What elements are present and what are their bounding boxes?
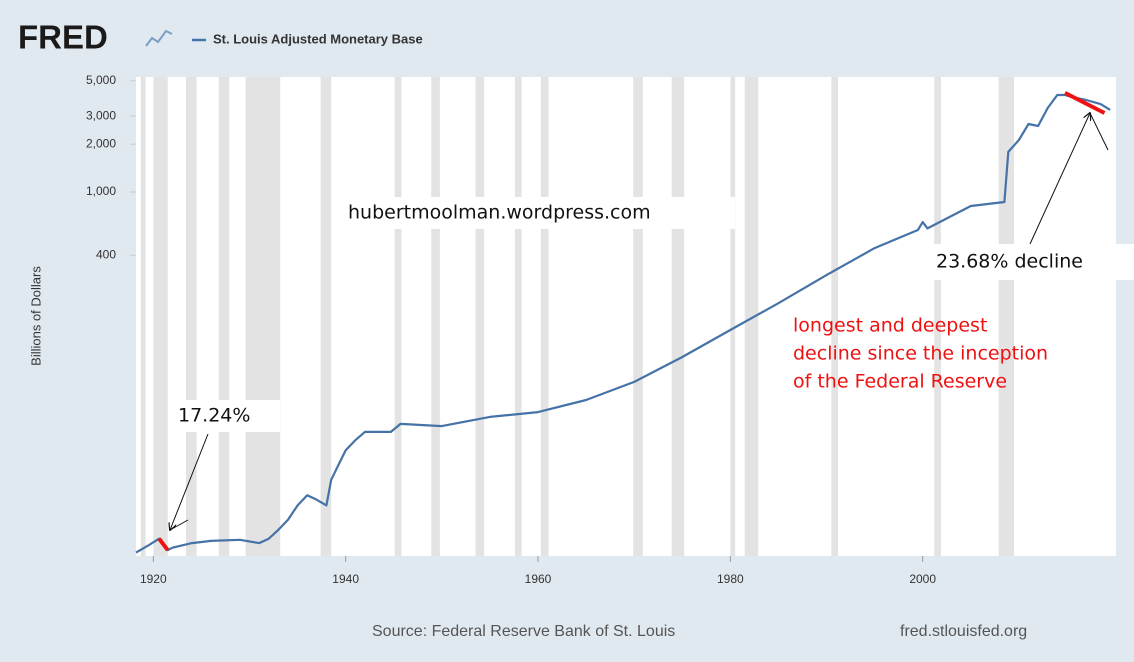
plot-area — [136, 77, 1116, 556]
x-tick-label: 1980 — [717, 572, 744, 586]
source: Source: Federal Reserve Bank of St. Loui… — [372, 623, 675, 640]
shaded-period — [831, 77, 839, 556]
shaded-period — [671, 77, 685, 556]
shaded-period — [514, 77, 522, 556]
annotation-box — [168, 400, 280, 432]
shaded-period — [394, 77, 402, 556]
shaded-period — [218, 77, 230, 556]
shaded-period — [540, 77, 549, 556]
y-tick-label: 1,000 — [86, 184, 116, 198]
shaded-period — [320, 77, 332, 556]
logo: FRED — [18, 19, 108, 56]
arrow-tail — [1089, 112, 1109, 151]
annotation-box — [928, 244, 1134, 280]
shaded-period — [140, 77, 146, 556]
x-tick-label: 2000 — [909, 572, 936, 586]
shaded-period — [186, 77, 197, 556]
x-tick-label: 1960 — [525, 572, 552, 586]
arrow-tail — [169, 519, 189, 531]
site: fred.stlouisfed.org — [900, 623, 1027, 640]
shaded-period — [633, 77, 643, 556]
logo-icon — [145, 29, 173, 47]
shaded-period — [153, 77, 168, 556]
annotation: 23.68% decline — [936, 251, 1083, 273]
x-tick-label: 1940 — [332, 572, 359, 586]
x-tick-label: 1920 — [140, 572, 167, 586]
shaded-period — [744, 77, 759, 556]
arrow — [1029, 113, 1090, 245]
y-tick-label: 2,000 — [86, 136, 116, 150]
annotation: hubertmoolman.wordpress.com — [348, 202, 651, 224]
shaded-period — [934, 77, 941, 556]
annotation-note: longest and deepest — [793, 315, 987, 337]
shaded-period — [245, 77, 281, 556]
shaded-period — [431, 77, 440, 556]
shaded-period — [998, 77, 1015, 556]
annotation-note: decline since the inception — [793, 343, 1048, 365]
shaded-period — [475, 77, 485, 556]
highlight-line — [157, 537, 170, 552]
series-line — [135, 93, 1111, 554]
y-tick-label: 3,000 — [86, 108, 116, 122]
legend-label: St. Louis Adjusted Monetary Base — [213, 31, 423, 46]
y-tick-label: 5,000 — [86, 73, 116, 87]
annotation-box — [340, 197, 735, 229]
annotation-note: of the Federal Reserve — [793, 371, 1007, 393]
highlight-line — [1064, 91, 1106, 115]
annotation: 17.24% — [178, 405, 250, 427]
y-tick-label: 400 — [96, 247, 116, 261]
shaded-period — [730, 77, 736, 556]
y-axis-label: Billions of Dollars — [28, 266, 43, 366]
arrow — [170, 433, 209, 530]
